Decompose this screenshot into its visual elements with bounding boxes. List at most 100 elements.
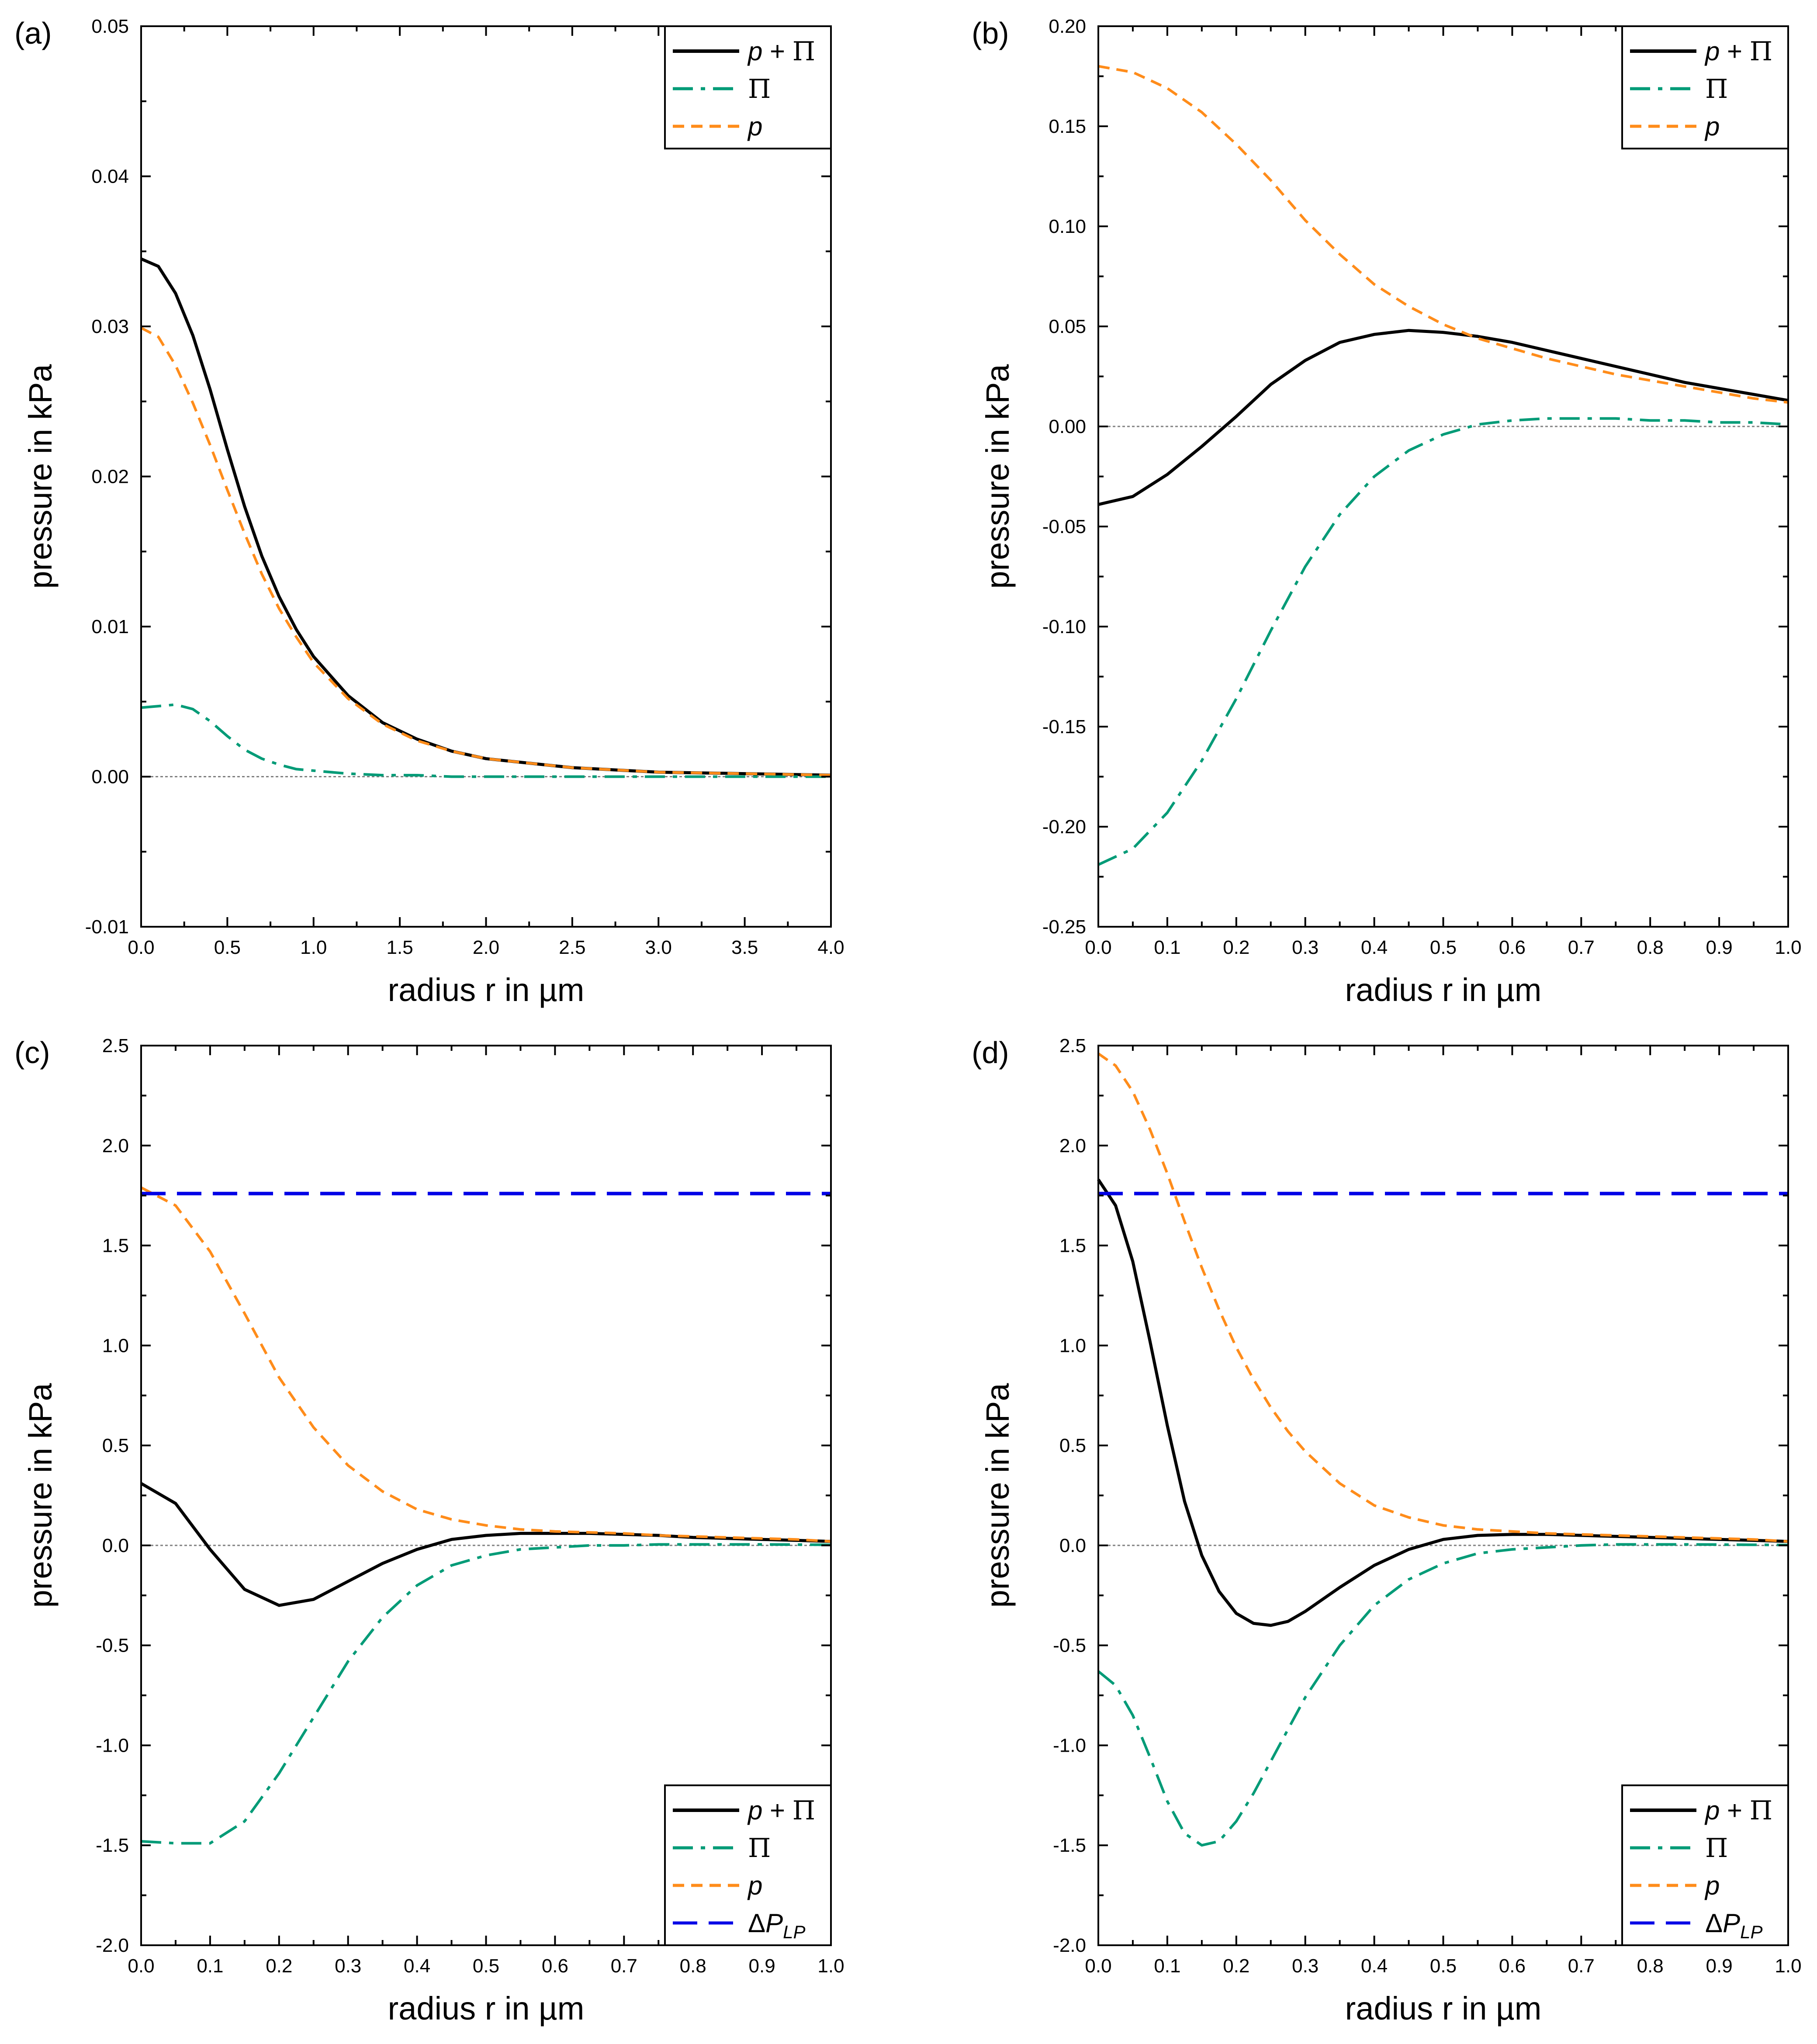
x-tick-label: 1.0 [300,937,327,958]
y-tick-label: -0.15 [1042,716,1086,738]
y-tick-label: 1.0 [102,1335,129,1356]
series-line-pi [141,1543,831,1845]
y-tick-label: -1.5 [1053,1835,1086,1856]
series-line-pi [1097,417,1789,866]
panel-label: (b) [972,16,1009,50]
x-tick-label: 0.6 [1499,1955,1526,1977]
y-tick-label: -1.0 [1053,1735,1086,1756]
x-tick-label: 3.5 [731,937,758,958]
y-tick-label: 1.5 [1059,1235,1086,1257]
legend: p + Π Πp [1621,25,1789,149]
legend-label-p: p [747,112,762,141]
x-tick-label: 0.1 [1154,937,1180,958]
y-tick-label: -1.0 [96,1735,129,1756]
x-tick-label: 0.0 [1085,937,1111,958]
x-tick-label: 0.2 [1223,1955,1249,1977]
x-axis-title: radius r in µm [1345,972,1542,1008]
series-line-p-plus-pi [140,257,831,777]
x-tick-label: 0.2 [266,1955,292,1977]
series-line-pi [1097,1543,1789,1847]
y-tick-label: -0.25 [1042,916,1086,938]
y-tick-label: -0.01 [85,916,129,938]
y-tick-label: 2.5 [102,1035,129,1057]
y-tick-label: -0.5 [1053,1635,1086,1656]
legend-label-delta-p-lp: ΔPLP [748,1909,805,1942]
legend-label-delta-p-lp: ΔPLP [1705,1909,1762,1942]
y-axis-title: pressure in kPa [979,364,1016,589]
y-tick-label: -0.10 [1042,616,1086,637]
y-tick-label: 1.5 [102,1235,129,1257]
x-tick-label: 0.1 [197,1955,223,1977]
x-tick-label: 4.0 [817,937,844,958]
y-tick-label: 0.03 [91,316,129,337]
x-tick-label: 2.5 [559,937,585,958]
x-tick-label: 0.3 [1292,937,1319,958]
legend: p + Π Πp [664,25,832,149]
legend-label-pi: Π [1705,74,1728,104]
x-tick-label: 0.8 [1637,1955,1664,1977]
legend-label-p: p [747,1871,762,1900]
x-tick-label: 0.4 [404,1955,430,1977]
y-tick-label: 0.04 [91,166,129,187]
y-axis-title: pressure in kPa [22,364,59,589]
y-tick-label: -2.0 [96,1935,129,1956]
x-tick-label: 0.8 [680,1955,706,1977]
y-tick-label: 0.05 [1049,316,1086,337]
y-axis-title: pressure in kPa [22,1383,59,1608]
x-tick-label: 1.0 [1775,937,1801,958]
x-tick-label: 0.6 [1499,937,1526,958]
legend-label-pi: Π [1705,1833,1728,1864]
y-tick-label: 0.01 [91,616,129,637]
series-line-p-plus-pi [140,1482,831,1607]
x-tick-label: 0.3 [335,1955,361,1977]
y-tick-label: 0.02 [91,466,129,488]
y-tick-label: -1.5 [96,1835,129,1856]
panel-label: (a) [14,16,52,50]
x-tick-label: 3.0 [645,937,672,958]
x-tick-label: 0.3 [1292,1955,1319,1977]
x-axis-title: radius r in µm [388,1990,585,2027]
x-tick-label: 0.0 [128,1955,154,1977]
x-tick-label: 0.5 [1430,1955,1457,1977]
x-tick-label: 0.9 [749,1955,775,1977]
y-tick-label: 0.15 [1049,116,1086,137]
plot-frame [1097,25,1789,928]
y-tick-label: -0.5 [96,1635,129,1656]
y-tick-label: -0.20 [1042,816,1086,838]
legend-label-p-plus-pi: p + Π [747,1795,815,1826]
x-tick-label: 0.5 [1430,937,1457,958]
y-tick-label: 0.00 [91,766,129,788]
x-tick-label: 0.0 [1085,1955,1111,1977]
x-tick-label: 0.1 [1154,1955,1180,1977]
x-tick-label: 0.2 [1223,937,1249,958]
x-tick-label: 0.4 [1361,937,1388,958]
series-line-pi [141,703,831,778]
panel-label: (c) [14,1036,50,1070]
x-tick-label: 0.7 [1568,937,1595,958]
x-tick-label: 0.5 [473,1955,499,1977]
y-tick-label: 0.00 [1049,416,1086,437]
series-line-p [1097,1052,1789,1543]
panel-label: (d) [972,1036,1009,1070]
x-tick-label: 0.5 [214,937,241,958]
y-tick-label: 1.0 [1059,1335,1086,1356]
legend-label-pi: Π [748,1833,771,1864]
y-tick-label: 0.10 [1049,216,1086,237]
legend-label-p: p [1704,112,1720,141]
y-tick-label: -2.0 [1053,1935,1086,1956]
x-axis-title: radius r in µm [388,972,585,1008]
y-tick-label: 0.20 [1049,16,1086,37]
legend-label-p-plus-pi: p + Π [1704,36,1772,67]
x-tick-label: 0.8 [1637,937,1664,958]
y-tick-label: 2.0 [1059,1135,1086,1157]
x-tick-label: 0.7 [611,1955,637,1977]
series-line-p [140,1186,831,1543]
x-tick-label: 0.4 [1361,1955,1388,1977]
chart-panel: (d) 0.0 0.1 0.2 0.3 0.4 0.5 0.6 0.7 0.8 0.9 1.0 -2.0… [972,1035,1802,2027]
x-tick-label: 1.0 [817,1955,844,1977]
x-tick-label: 1.0 [1775,1955,1801,1977]
legend-label-pi: Π [748,74,771,104]
series-line-p-plus-pi [1097,1178,1789,1627]
chart-panel: (c) 0.0 0.1 0.2 0.3 0.4 0.5 0.6 0.7 0.8 0.9 1.0 -2.0… [14,1035,844,2027]
